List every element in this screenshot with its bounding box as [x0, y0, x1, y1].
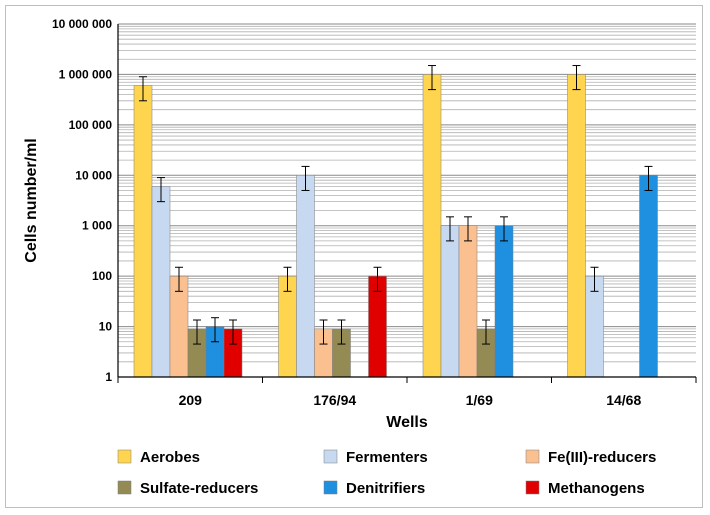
legend-label: Fermenters: [346, 449, 428, 466]
x-tick-label: 14/68: [606, 392, 641, 408]
legend-label: Fe(III)-reducers: [548, 449, 656, 466]
y-tick-label: 10: [99, 320, 113, 334]
legend-swatch: [117, 480, 132, 495]
bar: [458, 225, 478, 378]
bar: [440, 225, 460, 378]
bar: [133, 85, 153, 378]
y-tick-labels: 1 10 100 1 000 10 000 100 000 1 000 000 10 000 …: [52, 17, 112, 384]
bar: [151, 186, 171, 378]
error-bars: [139, 65, 653, 345]
legend-label: Methanogens: [548, 480, 645, 497]
x-tick-label: 176/94: [313, 392, 356, 408]
y-axis-title: Cells number/ml: [23, 138, 40, 262]
legend-swatch: [323, 480, 338, 495]
bar: [567, 74, 586, 378]
y-tick-label: 10 000 000: [52, 17, 112, 31]
bars: [133, 74, 658, 378]
axes: [117, 24, 697, 383]
y-tick-label: 100: [92, 269, 112, 283]
bar: [494, 225, 514, 378]
y-tick-label: 1: [105, 370, 112, 384]
bar: [296, 175, 315, 378]
bar: [422, 74, 442, 378]
bar-chart: 1 10 100 1 000 10 000 100 000 1 000 000 10 000 …: [23, 17, 697, 497]
legend: Aerobes Fermenters Fe(III)-reducers Sulfate…: [117, 449, 656, 497]
legend-label: Sulfate-reducers: [140, 480, 258, 497]
chart-frame: 1 10 100 1 000 10 000 100 000 1 000 000 10 000 …: [5, 5, 703, 508]
legend-swatch: [117, 449, 132, 464]
legend-label: Denitrifiers: [346, 480, 425, 497]
y-tick-label: 1 000 000: [59, 67, 113, 81]
x-tick-label: 209: [179, 392, 203, 408]
x-axis-title: Wells: [386, 414, 428, 431]
grid-lines: [118, 23, 696, 378]
y-tick-label: 1 000: [82, 219, 112, 233]
legend-swatch: [525, 480, 540, 495]
legend-swatch: [323, 449, 338, 464]
legend-label: Aerobes: [140, 449, 200, 466]
y-tick-label: 10 000: [75, 168, 112, 182]
bar: [639, 175, 658, 378]
legend-swatch: [525, 449, 540, 464]
y-tick-label: 100 000: [69, 118, 113, 132]
x-tick-labels: 209 176/94 1/69 14/68: [179, 392, 642, 408]
x-tick-label: 1/69: [466, 392, 493, 408]
